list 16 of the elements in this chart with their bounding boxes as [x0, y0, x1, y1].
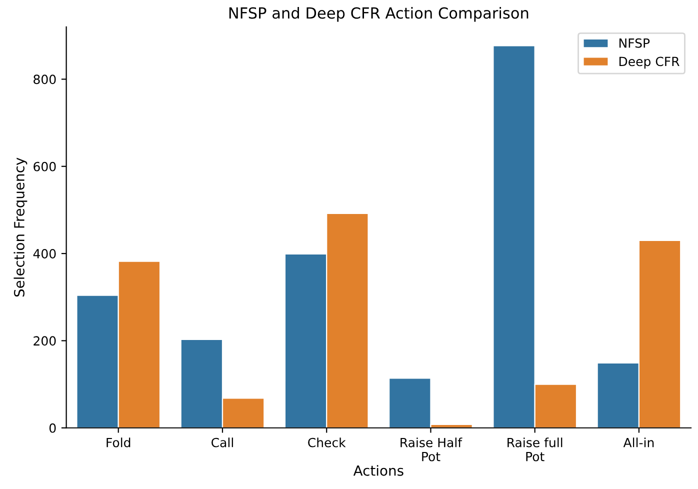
x-tick-label: Check [308, 438, 346, 448]
y-axis-title: Selection Frequency [14, 158, 28, 297]
legend-label: NFSP [619, 38, 650, 48]
y-tick-label: 600 [34, 162, 56, 172]
y-tick-label: 200 [34, 336, 56, 346]
x-tick-label: Raise Half Pot [400, 438, 462, 462]
x-tick-label: Fold [106, 438, 130, 448]
y-tick-label: 400 [33, 249, 56, 258]
legend-label: Deep CFR [619, 56, 680, 69]
x-axis-title: Actions [353, 465, 404, 476]
y-tick-label: 0 [49, 423, 56, 433]
x-tick-label: Call [212, 438, 233, 448]
y-tick-label: 800 [34, 74, 56, 84]
x-tick-label: Raise full Pot [508, 438, 562, 462]
chart-title: NFSP and Deep CFR Action Comparison [229, 6, 528, 22]
x-tick-label: All-in [623, 438, 654, 448]
